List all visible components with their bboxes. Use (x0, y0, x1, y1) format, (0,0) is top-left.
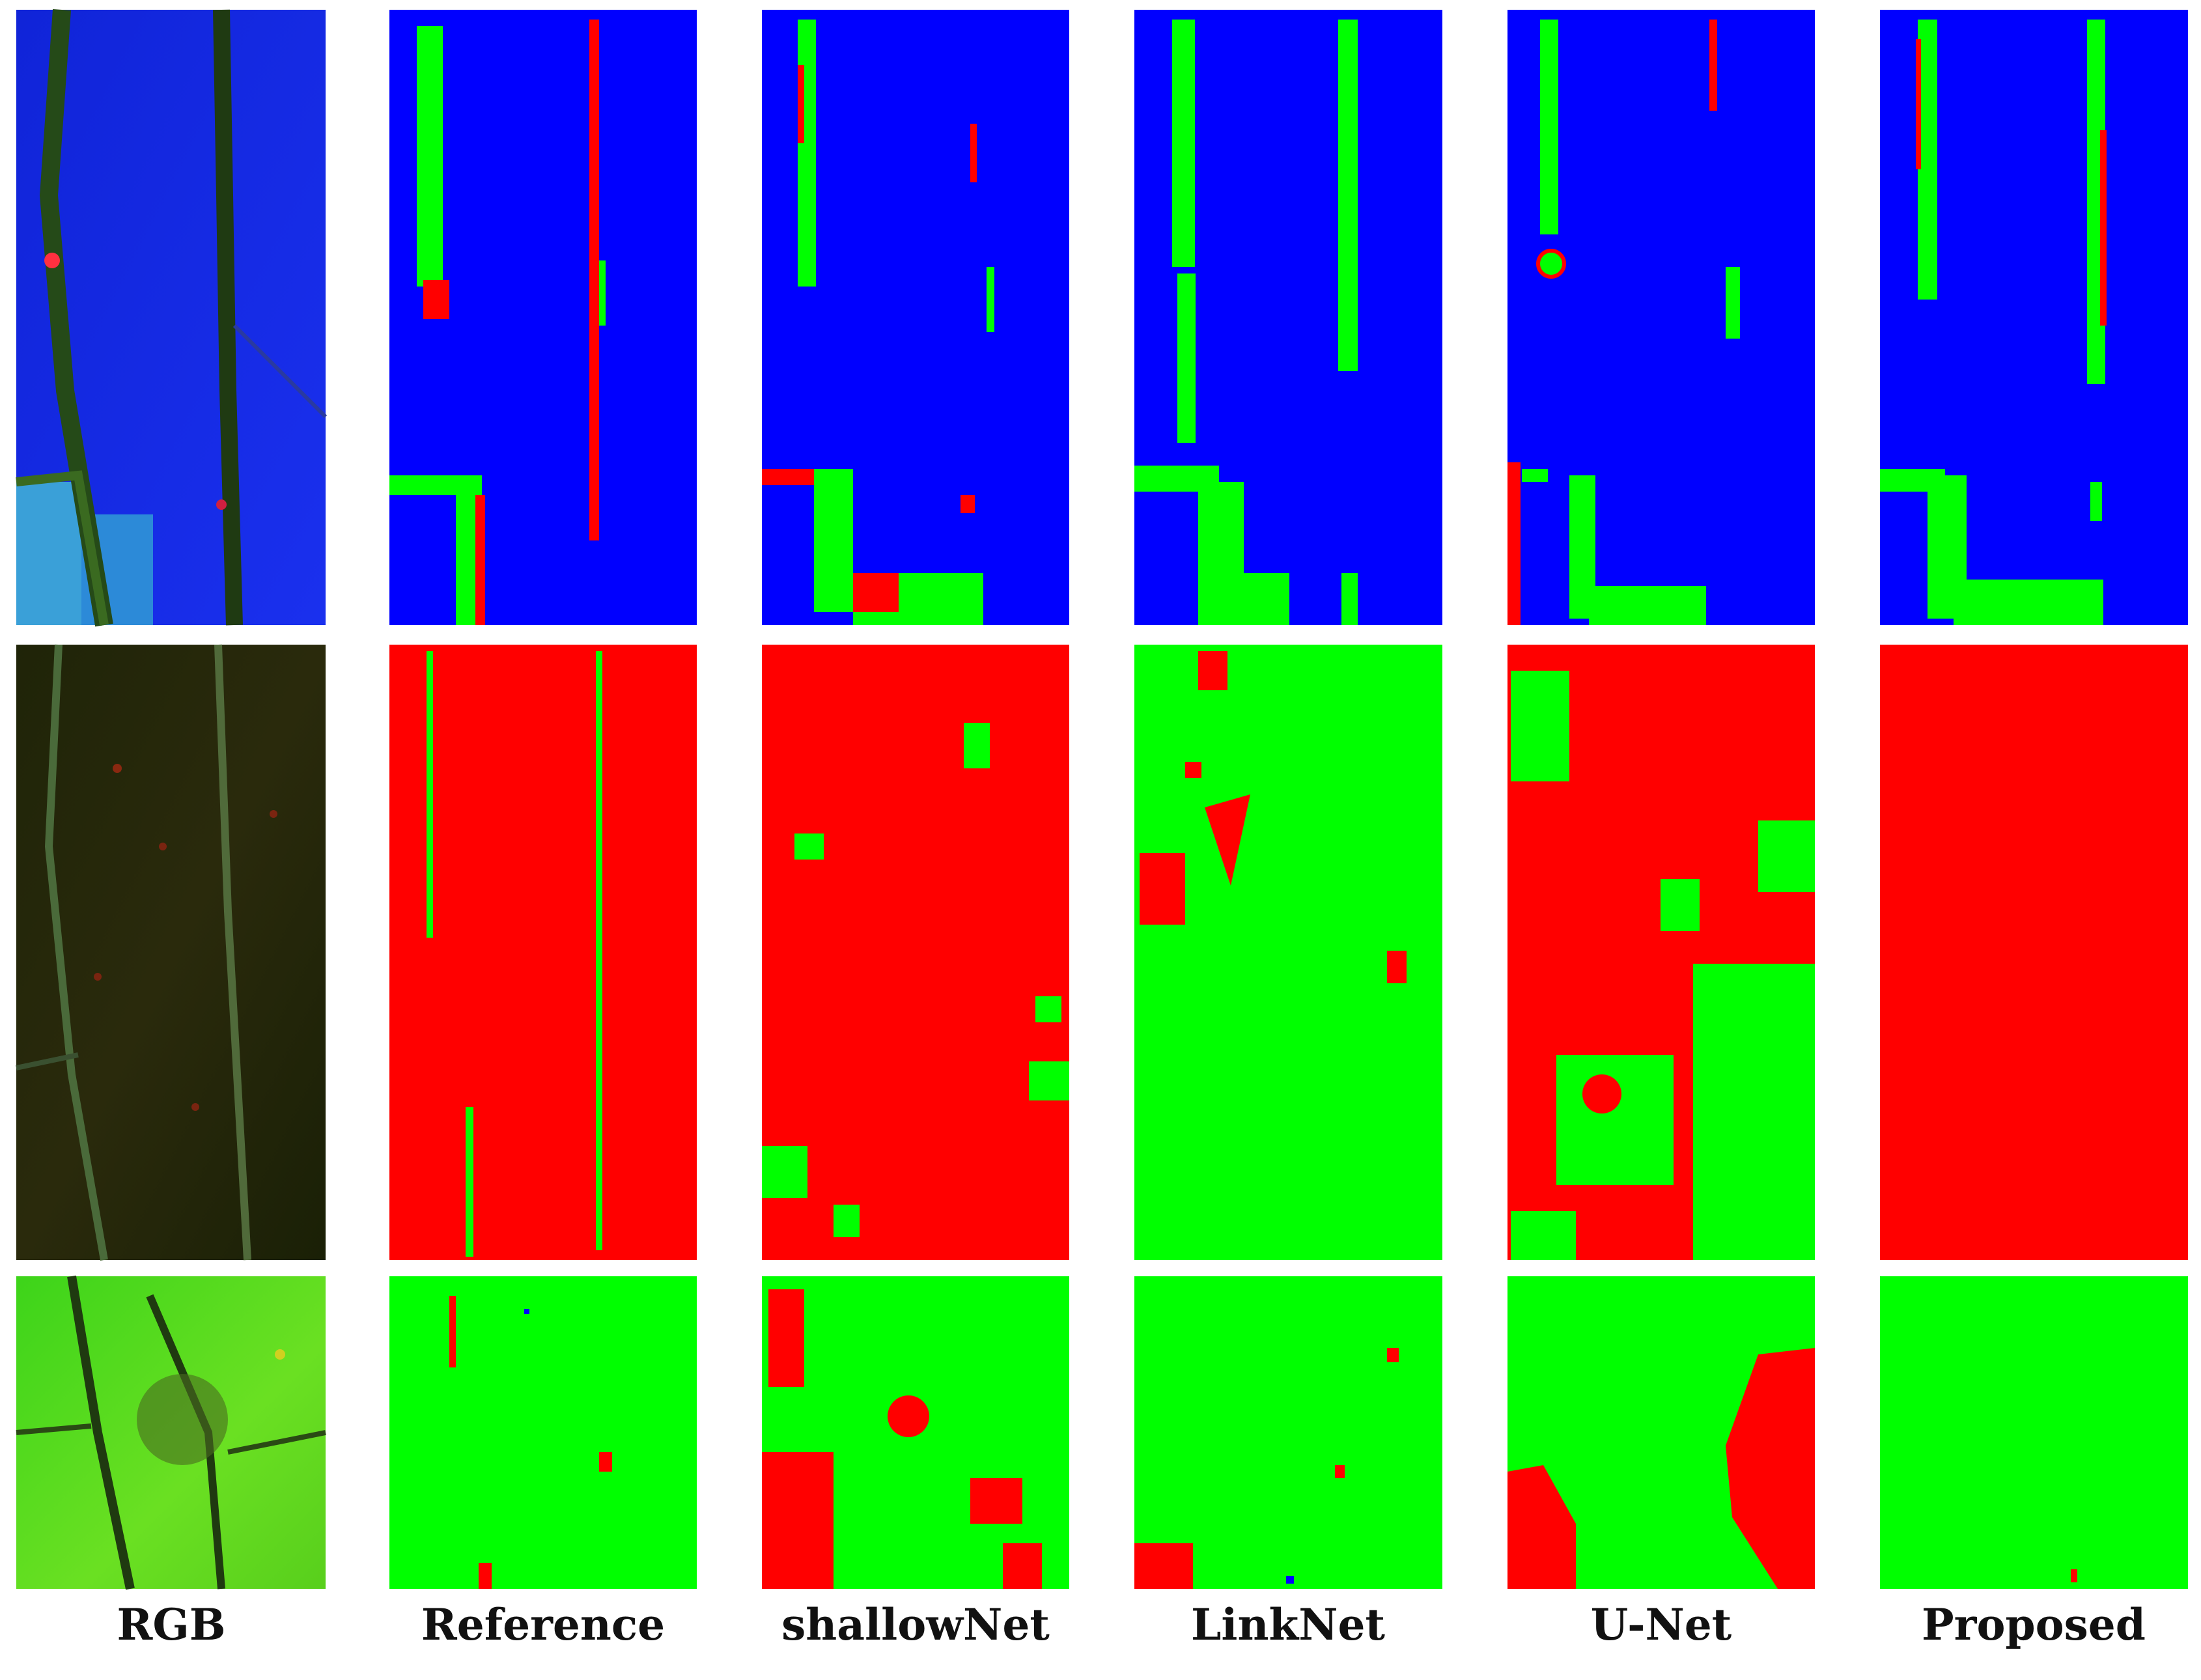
column-label-unet: U-Net (1590, 1599, 1732, 1650)
row3-linknet-mask (1134, 1276, 1442, 1589)
row3-reference-mask (389, 1276, 697, 1589)
row3-shallownet-mask (762, 1276, 1069, 1589)
column-label-proposed: Proposed (1922, 1599, 2146, 1650)
row1-reference-mask (389, 10, 697, 625)
column-label-linknet: LinkNet (1191, 1599, 1385, 1650)
row2-unet-mask (1507, 645, 1815, 1260)
row2-linknet-mask (1134, 645, 1442, 1260)
row2-rgb-image (16, 644, 326, 1261)
row2-proposed-mask (1880, 645, 2188, 1260)
row3-unet-mask (1507, 1276, 1815, 1589)
column-label-rgb: RGB (117, 1599, 226, 1650)
row2-shallownet-mask (762, 645, 1069, 1260)
row2-reference-mask (389, 645, 697, 1260)
row1-unet-mask (1507, 10, 1815, 625)
row3-rgb-image (16, 1275, 326, 1590)
row1-shallownet-mask (762, 10, 1069, 625)
row1-linknet-mask (1134, 10, 1442, 625)
row1-proposed-mask (1880, 10, 2188, 625)
column-label-reference: Reference (421, 1599, 666, 1650)
row3-proposed-mask (1880, 1276, 2188, 1589)
row1-rgb-image (16, 9, 328, 627)
column-label-shallownet: shallowNet (781, 1599, 1050, 1650)
